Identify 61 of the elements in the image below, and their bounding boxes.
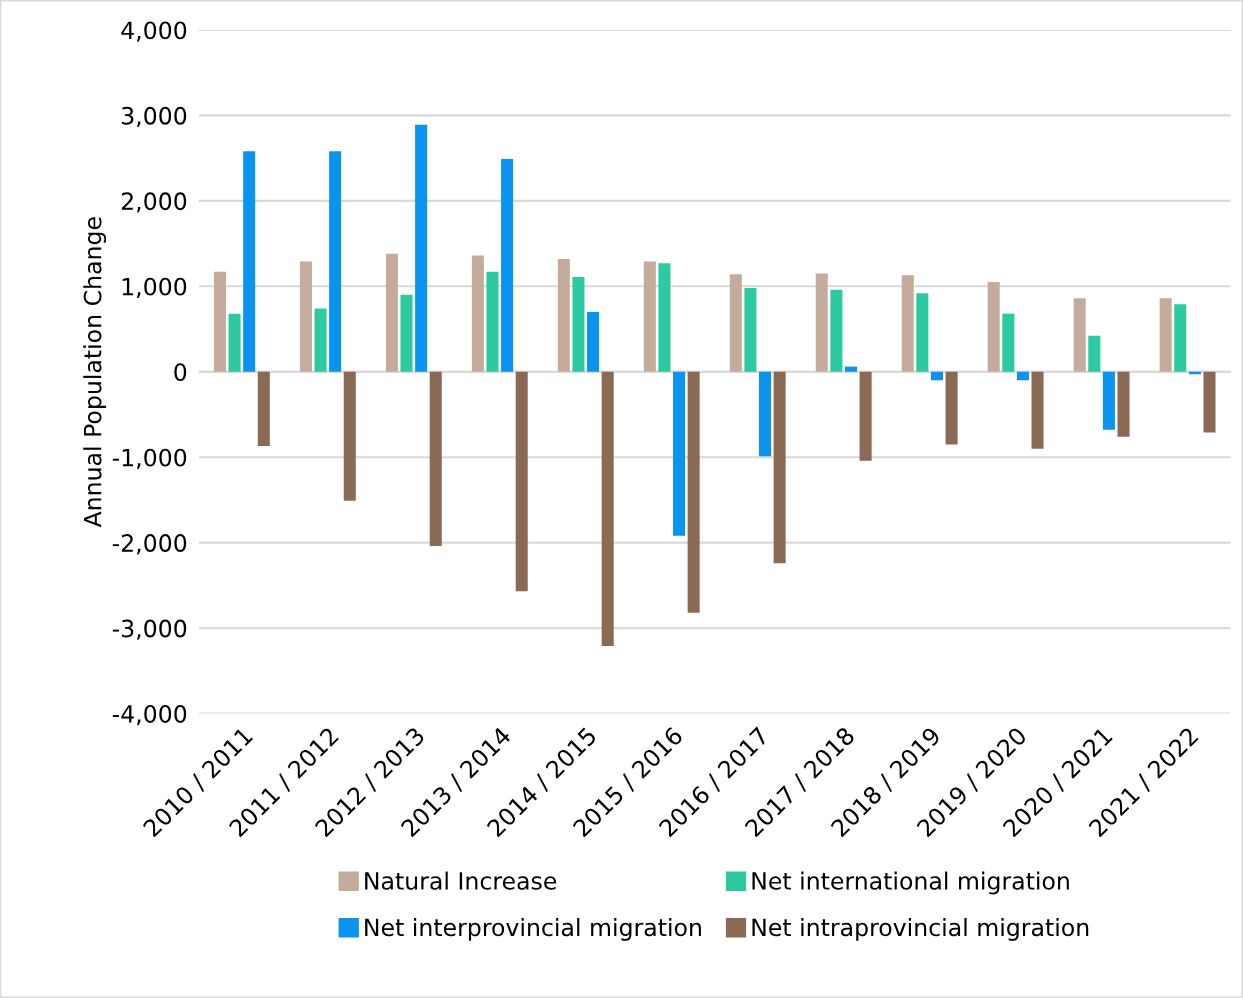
- bar: [1073, 298, 1086, 372]
- bar: [557, 258, 570, 372]
- bar: [844, 366, 858, 372]
- bar: [773, 371, 786, 564]
- bar: [471, 255, 484, 372]
- bar: [314, 308, 327, 372]
- bar: [299, 261, 312, 372]
- bar: [859, 371, 872, 461]
- bar: [945, 371, 958, 445]
- y-tick-label: -3,000: [112, 619, 187, 640]
- bar: [343, 371, 356, 501]
- bar: [572, 276, 585, 372]
- bar: [486, 271, 499, 372]
- bar: [213, 271, 226, 372]
- bar: [329, 151, 342, 372]
- bar: [385, 253, 398, 372]
- legend-label: Natural Increase: [365, 871, 557, 890]
- bar: [1088, 335, 1101, 372]
- y-tick-label: -2,000: [112, 534, 187, 555]
- bar: [729, 274, 742, 372]
- bar: [1117, 371, 1130, 437]
- legend-label: Net interprovincial migration: [365, 918, 701, 941]
- bar: [228, 313, 241, 372]
- y-tick-label: -1,000: [112, 448, 187, 469]
- bar: [1102, 371, 1115, 430]
- bar: [515, 371, 528, 592]
- bar: [1159, 298, 1172, 372]
- bar: [687, 371, 700, 613]
- y-tick-label: 1,000: [122, 277, 187, 299]
- y-tick-label: 2,000: [121, 192, 187, 213]
- bar: [587, 311, 600, 372]
- y-tick-label: 3,000: [121, 106, 187, 128]
- legend-label: Net intraprovincial migration: [752, 918, 1089, 941]
- bar: [815, 273, 828, 372]
- bar: [643, 261, 656, 372]
- bar: [830, 289, 843, 372]
- bar: [673, 371, 686, 536]
- y-tick-label: -4,000: [112, 705, 187, 726]
- bar: [1002, 313, 1015, 372]
- bar: [1016, 371, 1029, 381]
- bar: [415, 124, 428, 372]
- bar: [243, 151, 256, 372]
- y-tick-label: 0: [174, 363, 187, 382]
- bar: [916, 293, 929, 372]
- bar: [429, 371, 442, 547]
- bar: [601, 371, 614, 647]
- y-tick-label: 4,000: [121, 21, 187, 42]
- bar: [901, 275, 914, 372]
- bar: [759, 371, 772, 457]
- legend-label: Net international migration: [752, 871, 1069, 895]
- bar: [1203, 371, 1216, 433]
- bar: [1031, 371, 1044, 449]
- y-axis-title: Annual Population Change: [83, 217, 107, 528]
- bar: [257, 371, 270, 447]
- bar: [930, 371, 943, 381]
- bar: [400, 294, 413, 372]
- bar: [1174, 304, 1187, 372]
- bar: [658, 263, 671, 372]
- bar: [744, 288, 757, 372]
- bar: [501, 158, 514, 372]
- bar: [987, 282, 1000, 372]
